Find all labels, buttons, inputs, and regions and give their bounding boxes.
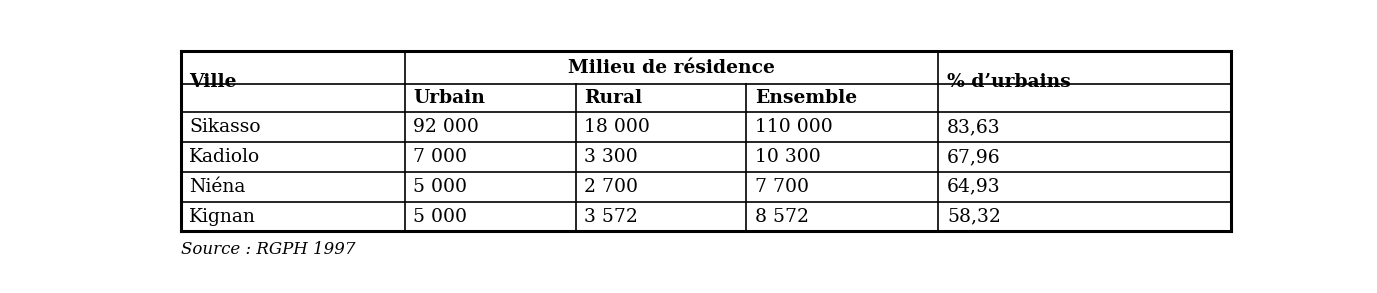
Text: Sikasso: Sikasso bbox=[189, 118, 260, 136]
Text: 5 000: 5 000 bbox=[413, 178, 467, 196]
Text: 92 000: 92 000 bbox=[413, 118, 479, 136]
Text: 3 572: 3 572 bbox=[584, 207, 638, 226]
Text: 3 300: 3 300 bbox=[584, 148, 638, 166]
Text: 5 000: 5 000 bbox=[413, 207, 467, 226]
Text: Kignan: Kignan bbox=[189, 207, 256, 226]
Text: 110 000: 110 000 bbox=[755, 118, 833, 136]
Text: 8 572: 8 572 bbox=[755, 207, 808, 226]
Text: Rural: Rural bbox=[584, 89, 642, 107]
Text: 67,96: 67,96 bbox=[947, 148, 1001, 166]
Text: Niéna: Niéna bbox=[189, 178, 245, 196]
Text: Ville: Ville bbox=[189, 73, 237, 91]
Text: 7 000: 7 000 bbox=[413, 148, 467, 166]
Text: Urbain: Urbain bbox=[413, 89, 485, 107]
Text: Milieu de résidence: Milieu de résidence bbox=[569, 59, 775, 77]
Text: 7 700: 7 700 bbox=[755, 178, 808, 196]
Text: 18 000: 18 000 bbox=[584, 118, 650, 136]
Text: 2 700: 2 700 bbox=[584, 178, 638, 196]
Text: 64,93: 64,93 bbox=[947, 178, 1001, 196]
Text: 58,32: 58,32 bbox=[947, 207, 1001, 226]
Text: Source : RGPH 1997: Source : RGPH 1997 bbox=[180, 241, 355, 258]
Text: % d’urbains: % d’urbains bbox=[947, 73, 1071, 91]
Text: Kadiolo: Kadiolo bbox=[189, 148, 260, 166]
Text: Ensemble: Ensemble bbox=[755, 89, 856, 107]
Text: 83,63: 83,63 bbox=[947, 118, 1001, 136]
Text: 10 300: 10 300 bbox=[755, 148, 821, 166]
